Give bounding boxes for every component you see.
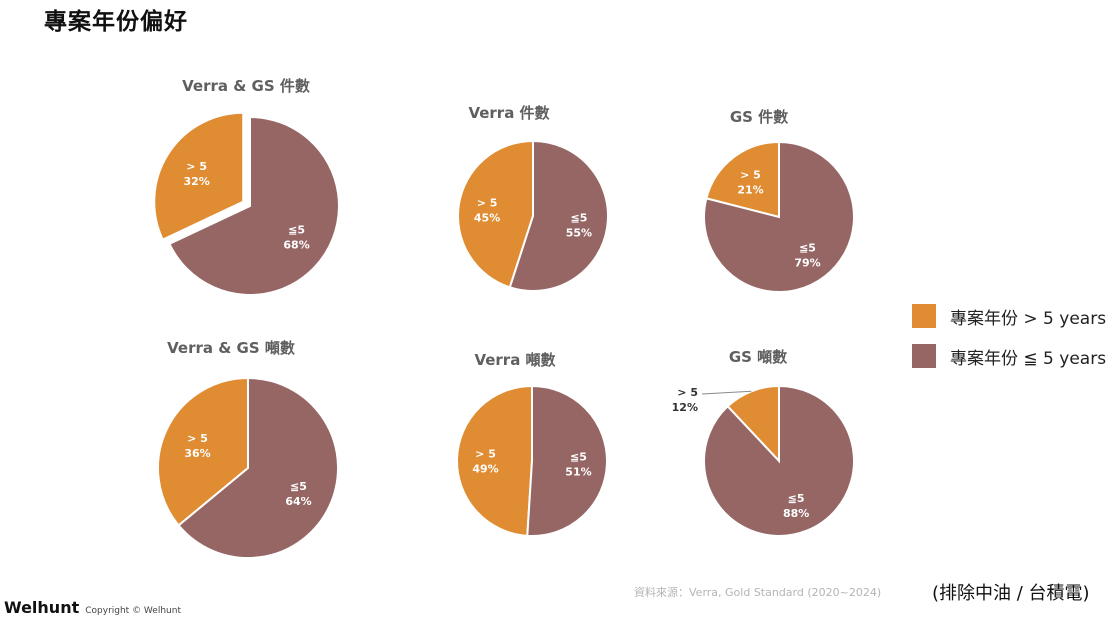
pie-percent-label-verra-gs-tons-gt5: 36% bbox=[184, 447, 210, 460]
pie-title-verra-tons: Verra 噸數 bbox=[474, 351, 556, 369]
pie-slice-gs-count-gt5 bbox=[705, 140, 780, 219]
brand-logo: Welhunt bbox=[4, 598, 80, 617]
pie-category-label-verra-gs-tons-gt5: > 5 bbox=[187, 432, 208, 445]
pie-percent-label-verra-tons-gt5: 49% bbox=[472, 463, 498, 476]
pie-percent-label-verra-gs-count-gt5: 32% bbox=[183, 175, 209, 188]
pie-title-verra-gs-tons: Verra & GS 噸數 bbox=[167, 339, 295, 357]
pie-category-label-verra-gs-count-le5: ≦5 bbox=[288, 224, 305, 237]
pie-category-label-verra-gs-count-gt5: > 5 bbox=[186, 160, 207, 173]
pie-percent-label-verra-gs-tons-le5: 64% bbox=[285, 495, 311, 508]
pie-title-gs-tons: GS 噸數 bbox=[728, 348, 788, 366]
legend-label-gt5: 專案年份 > 5 years bbox=[950, 308, 1107, 329]
pie-slice-verra-count-le5 bbox=[508, 139, 609, 292]
pie-percent-label-verra-count-gt5: 45% bbox=[474, 212, 500, 225]
pie-slice-verra-gs-tons-le5 bbox=[177, 376, 339, 559]
pie-category-label-gs-tons-gt5: > 5 bbox=[677, 386, 698, 399]
pie-slice-verra-tons-gt5 bbox=[456, 384, 533, 537]
pie-category-label-verra-count-le5: ≦5 bbox=[570, 211, 587, 224]
brand: Welhunt Copyright © Welhunt bbox=[4, 598, 181, 617]
legend: 專案年份 > 5 years 專案年份 ≦ 5 years bbox=[912, 303, 1106, 383]
source-text: 資料來源：Verra, Gold Standard (2020~2024) bbox=[634, 586, 882, 599]
pie-title-verra-gs-count: Verra & GS 件數 bbox=[182, 77, 310, 95]
pie-category-label-verra-gs-tons-le5: ≦5 bbox=[290, 480, 307, 493]
pie-category-label-gs-count-le5: ≦5 bbox=[799, 242, 816, 255]
pie-percent-label-gs-tons-le5: 88% bbox=[783, 507, 809, 520]
pie-category-label-verra-count-gt5: > 5 bbox=[477, 197, 498, 210]
pie-slice-verra-gs-count-le5 bbox=[168, 115, 340, 296]
pie-percent-label-verra-gs-count-le5: 68% bbox=[283, 239, 309, 252]
pie-percent-label-verra-count-le5: 55% bbox=[566, 226, 592, 239]
pie-category-label-verra-tons-le5: ≦5 bbox=[570, 450, 587, 463]
pie-percent-label-gs-count-le5: 79% bbox=[794, 257, 820, 270]
pie-title-gs-count: GS 件數 bbox=[729, 108, 789, 126]
pie-slice-verra-tons-le5 bbox=[526, 384, 608, 537]
legend-swatch-gt5 bbox=[912, 304, 936, 328]
pie-slice-verra-gs-count-gt5 bbox=[153, 111, 245, 241]
pie-percent-label-gs-count-gt5: 21% bbox=[737, 183, 763, 196]
pie-slice-verra-count-gt5 bbox=[457, 139, 534, 289]
legend-label-le5: 專案年份 ≦ 5 years bbox=[950, 348, 1107, 369]
pie-category-label-gs-count-gt5: > 5 bbox=[740, 168, 761, 181]
page-title: 專案年份偏好 bbox=[44, 9, 188, 35]
copyright: Copyright © Welhunt bbox=[85, 606, 181, 616]
pie-percent-label-gs-tons-gt5: 12% bbox=[672, 401, 698, 414]
pie-slice-gs-count-le5 bbox=[703, 140, 855, 293]
pie-percent-label-verra-tons-le5: 51% bbox=[565, 465, 591, 478]
pie-slice-verra-gs-tons-gt5 bbox=[157, 376, 249, 527]
legend-item-le5: 專案年份 ≦ 5 years bbox=[912, 343, 1106, 369]
pie-category-label-gs-tons-le5: ≦5 bbox=[788, 492, 805, 505]
exclusion-note: (排除中油 / 台積電) bbox=[932, 583, 1090, 604]
legend-swatch-le5 bbox=[912, 344, 936, 368]
leader-line-gs-tons bbox=[701, 390, 752, 395]
pie-category-label-verra-tons-gt5: > 5 bbox=[475, 448, 496, 461]
legend-item-gt5: 專案年份 > 5 years bbox=[912, 303, 1106, 329]
pie-slice-gs-tons-le5 bbox=[703, 384, 855, 537]
pie-title-verra-count: Verra 件數 bbox=[468, 104, 550, 122]
